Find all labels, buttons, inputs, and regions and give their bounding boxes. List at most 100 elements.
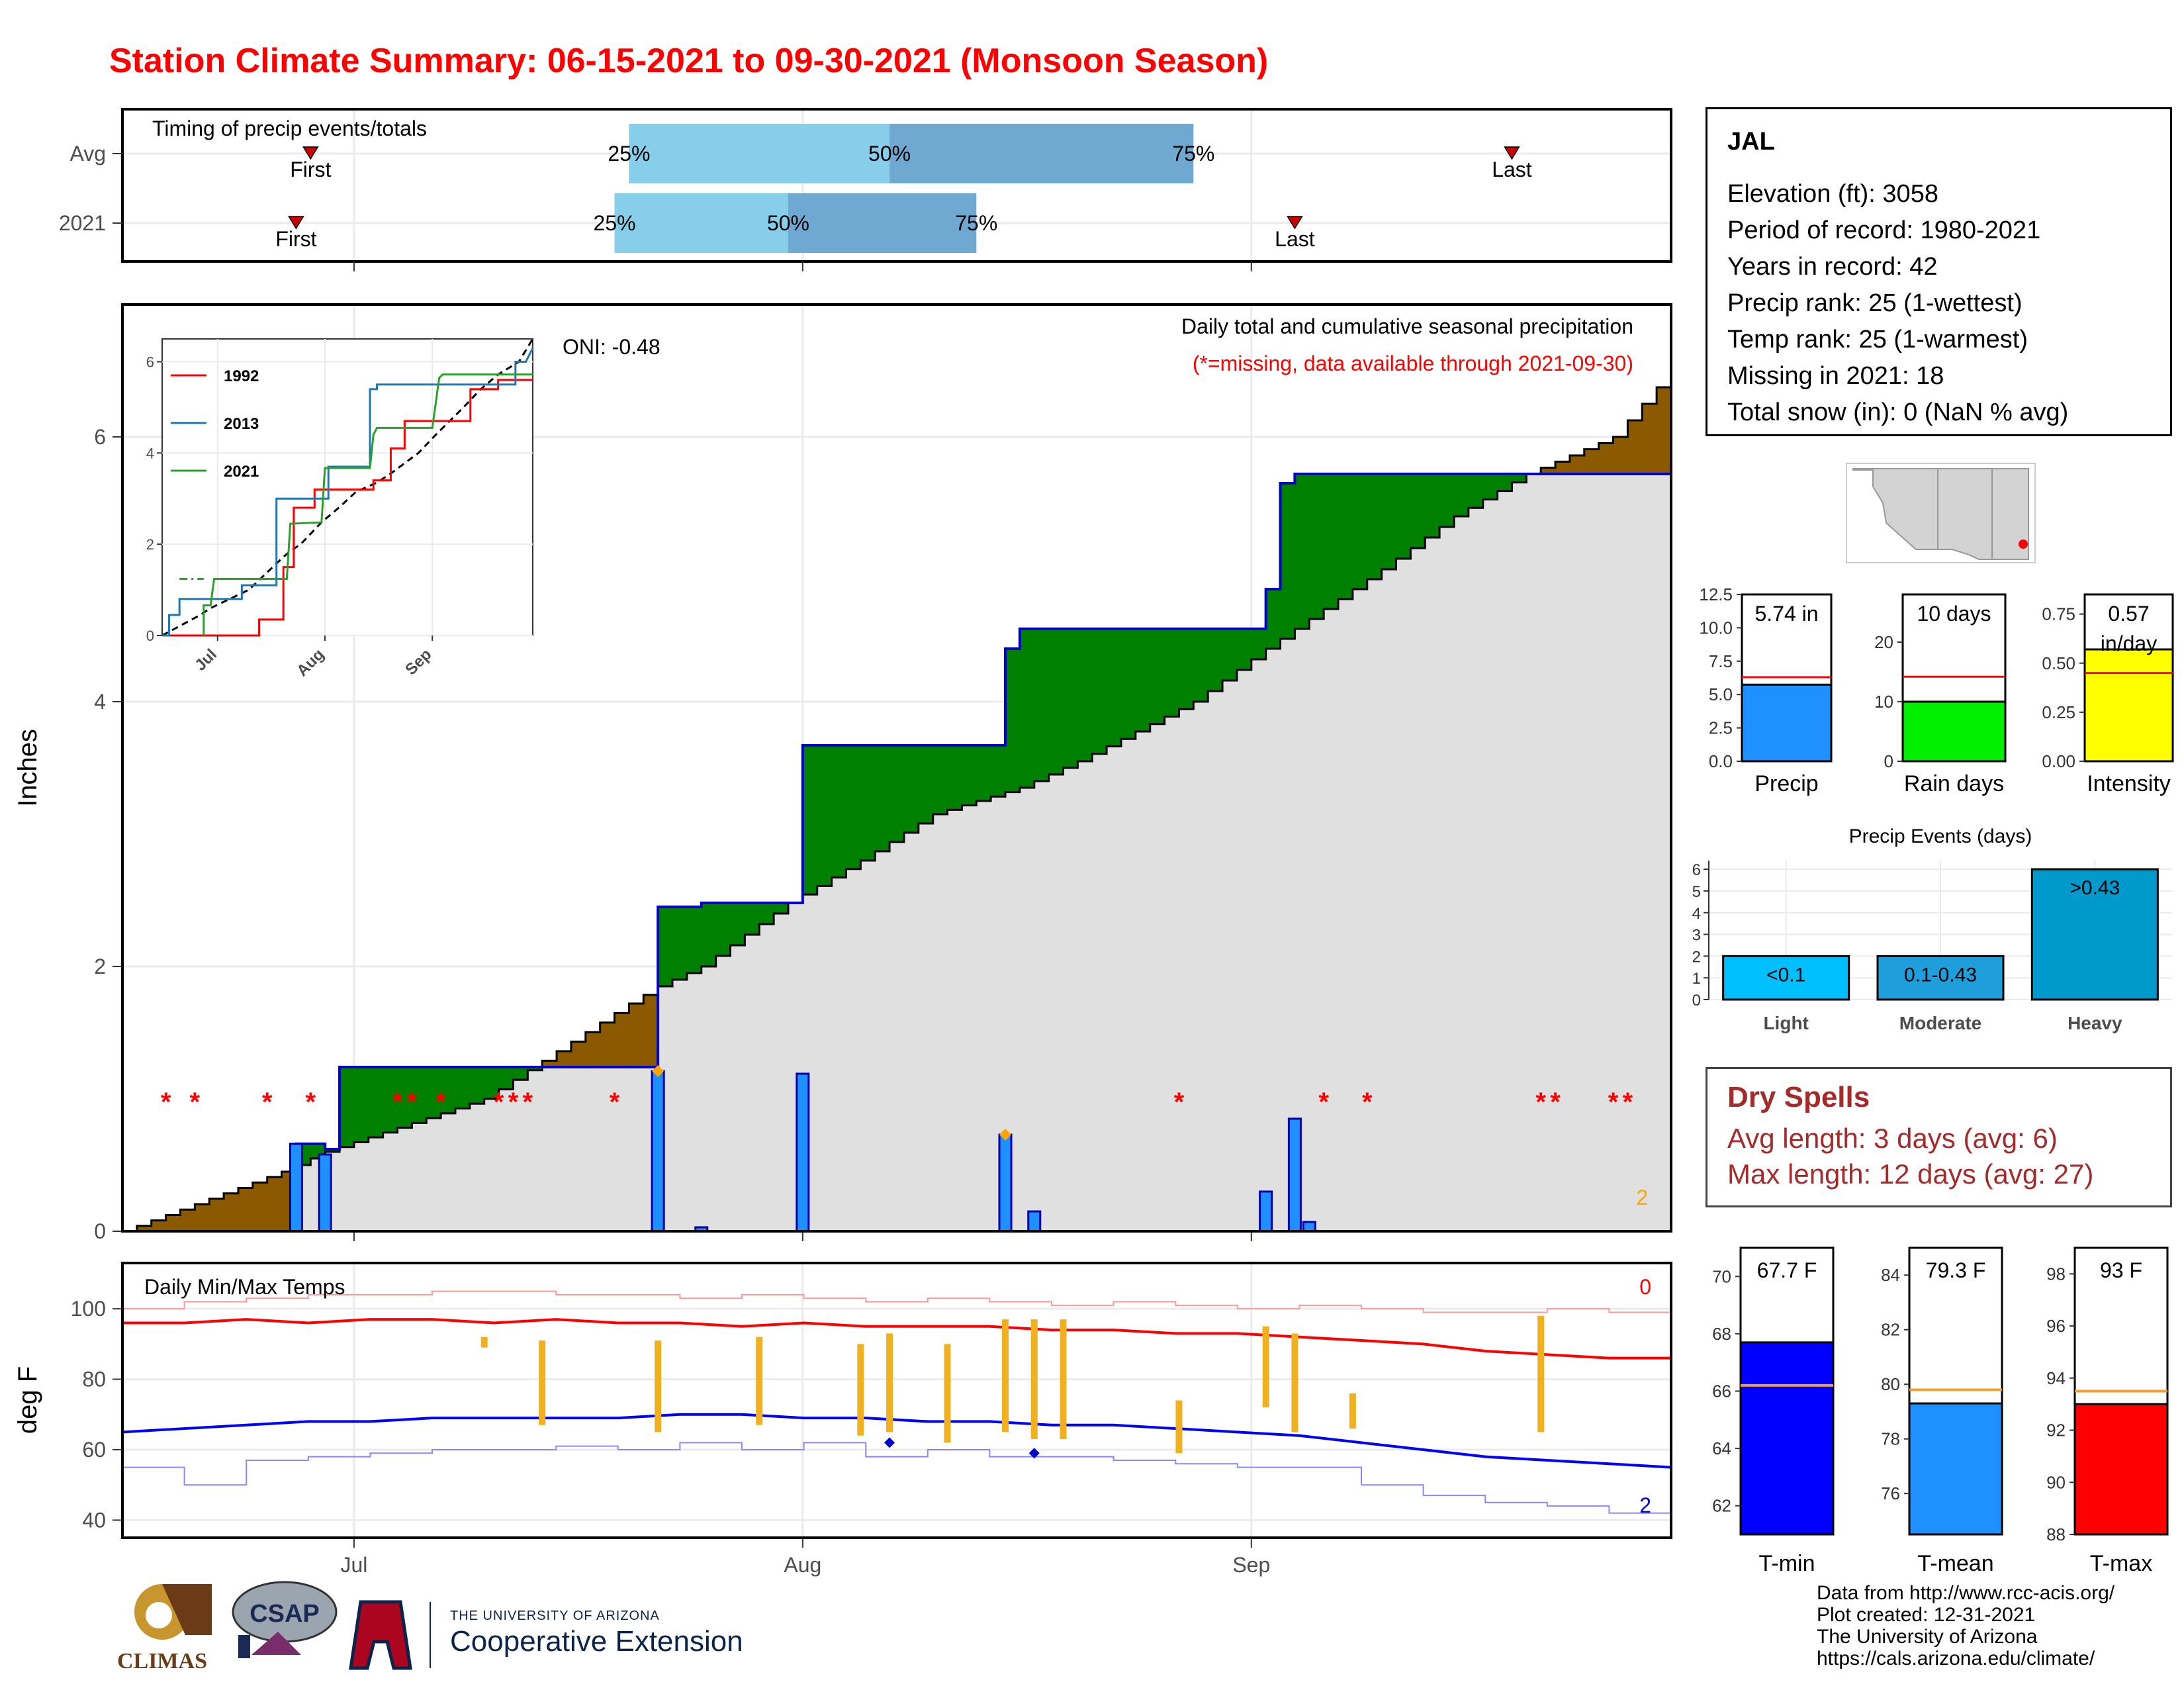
temp-bar-name: T-max [2090,1551,2152,1576]
inset-legend-label: 2013 [224,415,259,433]
precip-missing-marker: * [1318,1088,1329,1117]
precip-above-avg-area [469,1067,485,1104]
mini-bar-y-tick-label: 0.25 [2042,702,2075,722]
precip-above-avg-area [1468,474,1484,508]
timing-p25-label: 25% [608,142,650,165]
timing-last-label: Last [1275,227,1315,251]
footer-line: Plot created: 12-31-2021 [1817,1604,2036,1626]
temp-bar-y-tick-label: 80 [1881,1374,1900,1394]
temp-bar-y-tick-label: 68 [1712,1324,1731,1344]
timing-p75-label: 75% [955,211,997,235]
precip-avg-area [122,387,1671,1231]
mini-bar-value-label: 5.74 in [1754,602,1818,626]
temp-y-tick-label: 40 [82,1508,106,1532]
page-title: Station Climate Summary: 06-15-2021 to 0… [109,42,1269,80]
precip-below-avg-area [629,1004,644,1067]
precip-missing-markers: * * * * * * * * * * * * * * * * * * [161,1088,1633,1117]
inset-y-tick-label: 2 [146,536,154,553]
precip-above-avg-area [353,1067,369,1143]
precip-daily-bar [289,1143,303,1233]
stat-years: Years in record: 42 [1727,253,1938,281]
precip-areas [122,386,1672,1233]
location-map [1846,463,2036,563]
precip-above-avg-area [1280,483,1296,639]
precip-below-avg-area [252,1182,268,1231]
mini-bar-name: Intensity [2087,771,2171,796]
timing-axis: Avg 2021 [59,142,1252,271]
precip-above-avg-area [1367,474,1383,579]
temp-observed-range [1175,1400,1183,1454]
precip-above-avg-area [715,903,731,956]
precip-above-avg-area [1352,474,1368,589]
precip-above-avg-area [1265,589,1281,649]
precip-missing-marker: * [435,1088,446,1117]
precip-daily-bar [318,1153,332,1233]
temp-observed-range [655,1340,662,1432]
events-category-label: Light [1763,1013,1808,1033]
precip-above-avg-area [745,903,760,935]
climas-logo-text: CLIMAS [117,1649,207,1673]
precip-daily-bar [1259,1190,1273,1233]
precip-above-avg-area [860,745,876,861]
mini-bar-value-label: 10 days [1917,602,1991,626]
precip-below-avg-area [267,1177,283,1231]
temp-avg-min-line [122,1413,1672,1469]
precip-above-avg-area [1251,629,1267,659]
temp-corner-top: 0 [1639,1275,1651,1299]
precip-above-avg-area [1497,474,1513,491]
precip-axis: 0 2 4 6 [94,425,1252,1243]
temp-bar-y-tick-label: 90 [2046,1472,2066,1492]
timing-p75-label: 75% [1172,142,1214,165]
mini-bar-y-tick-label: 10.0 [1699,618,1733,637]
temp-bar-name: T-min [1759,1551,1815,1576]
precip-below-avg-area [1555,461,1570,474]
precip-above-avg-area [383,1067,398,1133]
temp-bar-value-label: 79.3 F [1926,1258,1986,1282]
mini-bar-y-tick-label: 0.0 [1709,751,1733,771]
mini-bar-y-tick-label: 0 [1884,751,1893,771]
temp-y-tick-label: 80 [82,1368,106,1391]
precip-above-avg-area [1179,629,1194,710]
timing-row-label: Avg [69,142,106,165]
precip-above-avg-area [1150,629,1165,724]
mini-bar-name: Precip [1754,771,1818,796]
csap-logo-text: CSAP [250,1600,320,1628]
temp-panel: 40 60 80 100 Jul Aug Sep Daily Min/Max Temps 0… [13,1262,1672,1577]
events-y-tick-label: 5 [1692,883,1701,901]
timing-first-label: First [290,158,331,181]
temp-observed-range [857,1344,864,1436]
temp-bar-y-tick-label: 64 [1712,1438,1731,1458]
climas-logo: CLIMAS [117,1584,212,1673]
precip-missing-marker: * [610,1088,620,1117]
precip-above-avg-area [1439,474,1455,527]
inset-legend-label: 1992 [224,367,259,385]
precip-above-avg-area [1222,629,1238,680]
precip-subtitle: (*=missing, data available through 2021-… [1193,352,1633,375]
temp-observed-range [539,1340,546,1425]
stat-period: Period of record: 1980-2021 [1727,216,2041,244]
mini-bar-y-tick-label: 7.5 [1709,651,1733,671]
footer-line: Data from http://www.rcc-acis.org/ [1817,1582,2115,1604]
precip-y-tick-label: 0 [94,1219,106,1243]
precip-above-avg-area [817,745,833,886]
precip-above-avg-area [426,1067,441,1119]
precip-below-avg-area [585,1032,601,1067]
footer-credits: Data from http://www.rcc-acis.org/ Plot … [1817,1582,2115,1669]
precip-below-avg-area [614,1013,630,1067]
timing-q1-bar [629,124,890,183]
timing-p50-label: 50% [868,142,911,165]
timing-title: Timing of precip events/totals [152,117,427,140]
precip-above-avg-area [933,745,948,814]
precip-above-avg-area [1063,629,1078,768]
inset-series-line [162,379,533,637]
precip-above-avg-area [889,745,905,842]
mini-bar [1901,700,2007,763]
precip-below-avg-area [1627,420,1643,474]
oni-annotation: ONI: -0.48 [563,335,660,359]
precip-above-avg-area [1107,629,1122,747]
precip-missing-marker: * [392,1088,403,1117]
precip-events-panel: Precip Events (days) <0.1 Light 0.1-0.43 Mod… [1692,825,2172,1033]
precip-y-tick-label: 2 [94,955,106,978]
station-info-box: JAL Elevation (ft): 3058 Period of recor… [1706,107,2172,436]
precip-missing-marker: * [190,1088,201,1117]
